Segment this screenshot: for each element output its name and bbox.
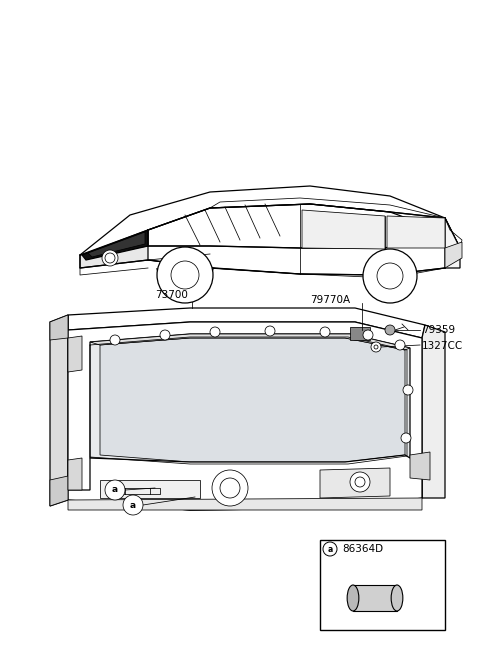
Circle shape xyxy=(171,261,199,289)
Polygon shape xyxy=(82,230,148,260)
Polygon shape xyxy=(100,480,200,498)
Circle shape xyxy=(157,247,213,303)
Polygon shape xyxy=(445,218,460,268)
Circle shape xyxy=(371,342,381,352)
Polygon shape xyxy=(387,216,445,248)
Polygon shape xyxy=(88,232,145,257)
Circle shape xyxy=(265,326,275,336)
Polygon shape xyxy=(445,242,462,268)
Polygon shape xyxy=(410,452,430,480)
Circle shape xyxy=(403,385,413,395)
Polygon shape xyxy=(68,308,425,338)
Circle shape xyxy=(401,433,411,443)
Polygon shape xyxy=(320,468,390,498)
Text: 79770A: 79770A xyxy=(310,295,350,305)
Circle shape xyxy=(102,250,118,266)
Polygon shape xyxy=(50,315,68,506)
Polygon shape xyxy=(353,585,397,611)
Polygon shape xyxy=(148,204,445,248)
Text: a: a xyxy=(130,501,136,510)
Circle shape xyxy=(105,253,115,263)
Circle shape xyxy=(160,330,170,340)
Circle shape xyxy=(385,325,395,335)
Polygon shape xyxy=(302,210,385,249)
Polygon shape xyxy=(80,246,148,268)
Circle shape xyxy=(320,327,330,337)
Text: a: a xyxy=(112,485,118,495)
Text: 86364D: 86364D xyxy=(342,544,383,554)
Text: 73700: 73700 xyxy=(155,290,188,300)
Circle shape xyxy=(123,495,143,515)
Text: 79359: 79359 xyxy=(422,325,455,335)
Circle shape xyxy=(363,330,373,340)
Ellipse shape xyxy=(391,585,403,611)
Circle shape xyxy=(210,327,220,337)
Polygon shape xyxy=(422,325,445,498)
Circle shape xyxy=(355,477,365,487)
Polygon shape xyxy=(50,315,68,340)
Text: 1327CC: 1327CC xyxy=(422,341,463,351)
Circle shape xyxy=(220,478,240,498)
Circle shape xyxy=(377,263,403,289)
Ellipse shape xyxy=(347,585,359,611)
Circle shape xyxy=(323,542,337,556)
Circle shape xyxy=(363,249,417,303)
Circle shape xyxy=(395,340,405,350)
Text: a: a xyxy=(327,544,333,554)
Circle shape xyxy=(110,335,120,345)
Polygon shape xyxy=(90,334,410,350)
Polygon shape xyxy=(68,455,422,510)
Polygon shape xyxy=(80,186,460,275)
Circle shape xyxy=(105,480,125,500)
Polygon shape xyxy=(90,334,410,466)
Circle shape xyxy=(212,470,248,506)
Polygon shape xyxy=(100,338,405,462)
Polygon shape xyxy=(50,476,68,506)
Circle shape xyxy=(350,472,370,492)
FancyBboxPatch shape xyxy=(320,540,445,630)
Polygon shape xyxy=(68,498,422,510)
Polygon shape xyxy=(68,336,82,372)
Polygon shape xyxy=(68,458,82,490)
Circle shape xyxy=(374,345,378,349)
Polygon shape xyxy=(350,327,370,340)
Polygon shape xyxy=(68,322,422,510)
